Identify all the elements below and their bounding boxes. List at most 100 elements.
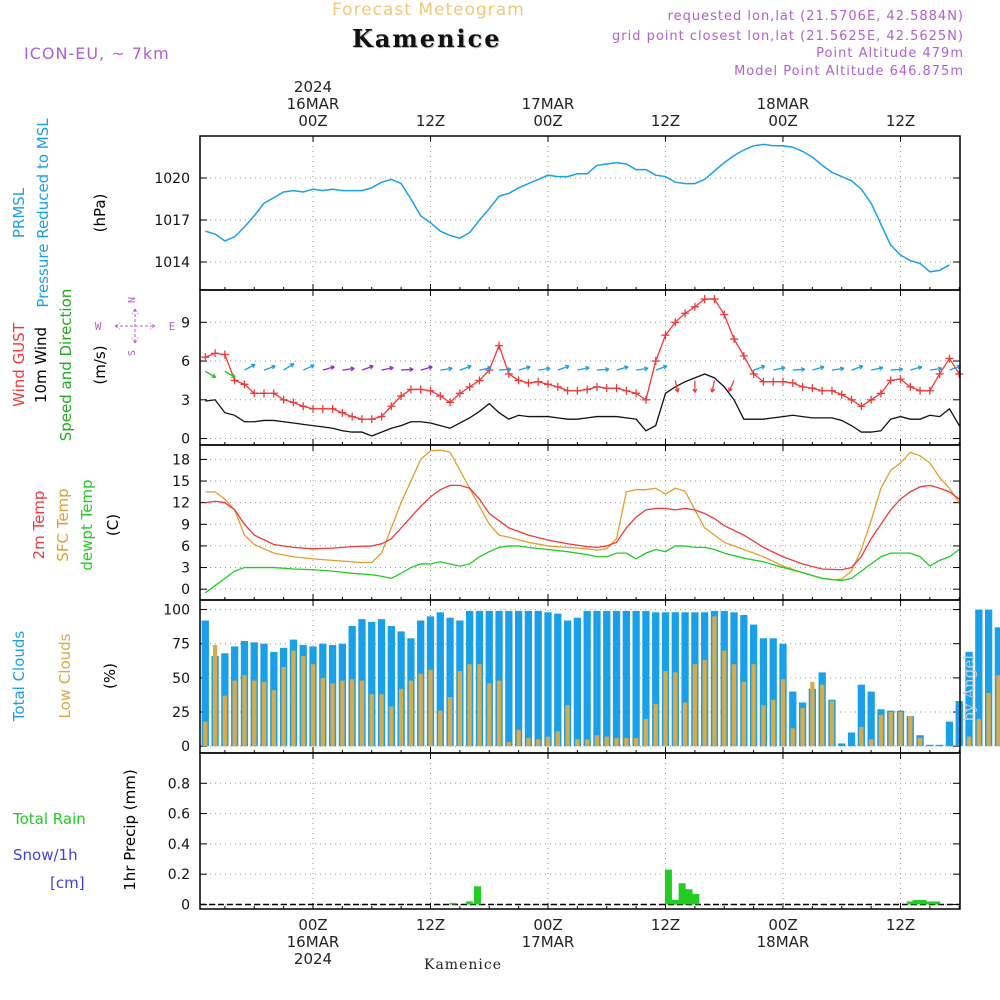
rain-bar <box>933 901 941 905</box>
wind-gust-marker <box>837 390 846 399</box>
low-cloud-bar <box>741 681 746 747</box>
low-cloud-bar <box>516 729 521 747</box>
total-cloud-bar <box>642 610 650 747</box>
wind-direction-arrowhead <box>369 364 374 370</box>
low-cloud-bar <box>291 650 296 747</box>
low-cloud-bar <box>653 703 658 747</box>
temperature-axis-label: 2m Temp <box>30 491 48 560</box>
wind-gust-marker <box>622 386 631 395</box>
wind-gust-marker <box>759 377 768 386</box>
low-cloud-bar <box>917 737 923 747</box>
wind-direction-arrowhead <box>937 366 943 372</box>
bottom-time-label: 00Z <box>533 916 562 934</box>
bottom-time-label: 18MAR <box>757 933 810 951</box>
wind-direction-arrowhead <box>605 366 610 372</box>
top-time-label: 00Z <box>298 112 327 130</box>
low-cloud-bar <box>271 690 276 747</box>
bottom-time-label: 16MAR <box>287 933 340 951</box>
wind-direction-arrowhead <box>644 366 649 372</box>
low-cloud-bar <box>800 707 805 747</box>
top-time-label: 12Z <box>886 112 915 130</box>
wind-gust-marker <box>416 385 425 394</box>
wind-gust-marker <box>661 331 670 340</box>
wind-direction-arrowhead <box>251 363 256 369</box>
wind-direction-arrow <box>636 367 649 371</box>
wind-direction-arrowhead <box>780 365 786 371</box>
wind-direction-arrowhead <box>409 366 414 372</box>
low-cloud-bar <box>457 671 463 747</box>
gridpoint-coords: grid point closest lon,lat (21.5625E, 42… <box>612 29 964 44</box>
low-cloud-bar <box>908 716 913 747</box>
wind-direction-arrow <box>851 365 864 371</box>
y-tick-label: 9 <box>181 517 190 533</box>
low-cloud-bar <box>820 684 825 747</box>
low-cloud-bar <box>438 710 443 747</box>
wind-direction-arrow <box>711 380 716 393</box>
wind-direction-arrowhead <box>546 366 551 372</box>
low-cloud-bar <box>222 695 228 747</box>
wind-gust-marker <box>563 386 572 395</box>
rain-bar <box>926 901 934 905</box>
wind-direction-arrowhead <box>898 366 904 372</box>
wind-gust-marker <box>583 385 592 394</box>
low-cloud-bar <box>810 681 815 747</box>
low-cloud-bar <box>359 680 365 747</box>
wind-direction-arrow <box>728 380 735 392</box>
low-cloud-bar <box>301 656 306 747</box>
top-time-label: 16MAR <box>287 95 340 113</box>
low-cloud-bar <box>585 739 590 747</box>
wind-direction-arrow <box>244 363 256 371</box>
top-time-label: 2024 <box>294 78 332 96</box>
rain-bar <box>466 901 474 905</box>
total-cloud-bar <box>368 621 376 747</box>
snow-label: Snow/1h <box>13 846 78 864</box>
wind-gust-marker <box>436 391 445 400</box>
y-tick-label: 0 <box>181 739 190 755</box>
total-cloud-bar <box>789 691 797 747</box>
y-tick-label: 18 <box>172 452 190 468</box>
wind-gust-marker <box>720 310 729 319</box>
low-cloud-bar <box>829 701 835 747</box>
low-cloud-bar <box>261 681 267 747</box>
wind-gust-marker <box>465 382 474 391</box>
low-cloud-bar <box>976 718 981 747</box>
low-cloud-bar <box>212 645 218 747</box>
wind-gust-marker <box>475 376 484 385</box>
y-tick-label: 3 <box>181 561 190 577</box>
wind-direction-arrow <box>459 365 472 371</box>
wind-gust-marker <box>592 382 601 391</box>
total-cloud-bar <box>838 743 846 747</box>
wind-direction-arrowhead <box>526 365 531 371</box>
rain-bar <box>678 883 686 905</box>
temp-2m-line <box>205 484 960 571</box>
wind-gust-marker <box>514 376 523 385</box>
total-cloud-bar <box>769 638 777 747</box>
wind-direction-arrow <box>910 366 923 371</box>
y-tick-label: 9 <box>181 315 190 331</box>
bottom-time-label: 12Z <box>651 916 680 934</box>
low-cloud-bar <box>330 683 335 747</box>
wind-direction-arrow <box>596 368 609 371</box>
wind-gust-marker <box>788 379 797 387</box>
total-cloud-bar <box>740 615 748 747</box>
low-cloud-bar <box>594 735 600 747</box>
wind-direction-arrow <box>302 364 315 371</box>
bottom-time-label: 12Z <box>416 916 445 934</box>
top-time-label: 12Z <box>651 112 680 130</box>
low-cloud-bar <box>633 737 639 747</box>
wind-direction-arrowhead <box>310 364 315 369</box>
wind-gust-marker <box>573 386 582 395</box>
wind-gust-marker <box>534 377 543 386</box>
wind-direction-arrowhead <box>878 365 884 371</box>
low-cloud-bar <box>868 739 874 747</box>
wind-gust-marker <box>397 391 406 400</box>
wind-gust-marker <box>700 295 709 304</box>
wind-direction-arrowhead <box>487 365 492 371</box>
y-tick-label: 1020 <box>154 171 190 187</box>
bottom-time-label: 00Z <box>298 916 327 934</box>
low-cloud-bar <box>467 664 472 747</box>
y-tick-label: 1017 <box>154 213 190 229</box>
forecast-meteogram-label: Forecast Meteogram <box>332 0 525 20</box>
wind-axis-label: (m/s) <box>91 345 109 384</box>
pressure-axis-label: Pressure Reduced to MSL <box>34 118 52 308</box>
